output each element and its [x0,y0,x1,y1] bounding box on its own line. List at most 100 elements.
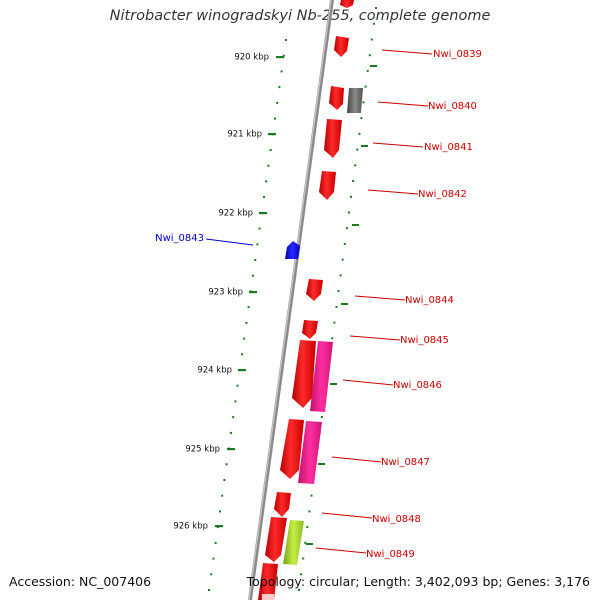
leader-line [367,189,419,195]
label-leaders [315,49,433,554]
gene-label[interactable]: Nwi_0844 [405,295,454,306]
gene-feature-arrow[interactable] [302,320,318,339]
scale-tick [259,212,267,215]
leader-line [381,49,433,55]
leader-line [377,101,429,107]
leader-line [354,295,406,301]
ring-dot [372,22,375,25]
ring-dot [258,227,261,230]
ring-dot [368,54,371,57]
ring-dot [236,384,239,387]
scale-tick [215,525,223,528]
outer-tick [352,224,359,226]
ring-dot [212,557,215,560]
gene-label[interactable]: Nwi_0846 [393,380,442,391]
feature-block-light[interactable] [262,594,274,600]
gene-feature-arrow[interactable] [258,563,278,600]
gene-feature-arrow[interactable] [285,241,300,259]
gene-label[interactable]: Nwi_0839 [433,49,482,60]
ring-dot [337,290,340,293]
gene-label[interactable]: Nwi_0847 [381,457,430,468]
gene-label[interactable]: Nwi_0849 [366,549,415,560]
ring-dot [269,149,272,151]
leader-line-reverse [205,238,254,246]
gene-labels: Nwi_0839 Nwi_0840 Nwi_0841 Nwi_0842 Nwi_… [366,49,482,560]
gene-label-reverse[interactable]: Nwi_0843 [155,233,204,244]
ring-dot [306,526,309,529]
ring-dot [310,494,313,497]
gene-label[interactable]: Nwi_0841 [424,142,473,153]
ring-dot [304,541,307,544]
feature-block-light[interactable] [283,520,304,565]
ring-dot [352,180,355,182]
feature-block[interactable] [310,341,333,412]
outer-tick [318,463,325,465]
ring-dot [263,196,265,199]
ring-dot [245,321,248,324]
gene-features [258,0,363,600]
ring-dot [274,117,276,120]
ring-dot [350,195,352,198]
ring-dot [347,211,350,214]
ring-dot [354,164,357,167]
gene-feature-arrow[interactable] [329,86,344,110]
outer-tick [370,65,377,67]
outer-tick [341,303,348,305]
gene-label[interactable]: Nwi_0845 [400,335,449,346]
accession-text: Accession: NC_007406 [9,574,152,589]
ring-dot [333,321,336,324]
outer-tick [330,383,337,385]
ring-dot [280,70,283,73]
leader-line [315,547,367,554]
ring-dot [320,416,323,418]
gene-feature-arrow[interactable] [319,171,336,200]
topology-text: Topology: circular; Length: 3,402,093 bp… [246,574,590,589]
outer-tick [361,145,368,147]
scale-tick-label: 920 kbp [234,53,269,63]
gene-feature-arrow[interactable] [334,36,349,57]
gene-feature-arrow[interactable] [306,279,323,301]
pseudo-gene-block[interactable] [347,88,363,113]
ring-dot [256,243,259,246]
feature-block[interactable] [298,421,322,484]
map-title: Nitrobacter winogradskyi Nb-255, complet… [109,8,491,24]
gene-feature-arrow[interactable] [324,119,342,158]
scale-tick-label: 921 kbp [227,130,262,140]
scale-tick-label: 924 kbp [197,366,232,376]
ring-dot [375,7,377,9]
ring-dot [341,258,344,261]
gene-feature-arrow[interactable] [292,340,316,408]
leader-line [342,379,394,386]
ring-dot [364,85,367,88]
ring-dot [223,479,226,481]
ring-dot [241,353,243,356]
ring-dot [331,337,334,340]
ring-dot [276,101,279,104]
ring-dot [219,510,221,513]
scale-tick [227,448,235,451]
gene-feature-arrow[interactable] [280,419,304,479]
ring-dot [254,259,257,261]
gene-label[interactable]: Nwi_0840 [428,101,477,112]
ring-dot [265,180,268,183]
gene-feature-arrow[interactable] [274,492,291,517]
leader-line [349,335,401,341]
ring-dot [345,227,348,230]
ring-dot [308,510,311,513]
gene-feature-arrow[interactable] [265,517,287,562]
ring-dot [247,306,250,309]
ring-dot [208,589,210,591]
scale-tick [268,133,276,136]
gene-label[interactable]: Nwi_0842 [418,189,467,200]
outer-tick [306,543,313,545]
ring-dot [278,86,281,89]
ring-dot [221,494,224,497]
ring-dot [232,416,235,419]
gene-feature-arrow[interactable] [340,0,354,8]
ring-dot [300,573,303,576]
gene-label[interactable]: Nwi_0848 [372,514,421,525]
genome-backbone-highlight [248,0,332,600]
ring-dot [356,148,359,151]
ring-dot [366,69,369,72]
ring-dot [339,274,342,277]
